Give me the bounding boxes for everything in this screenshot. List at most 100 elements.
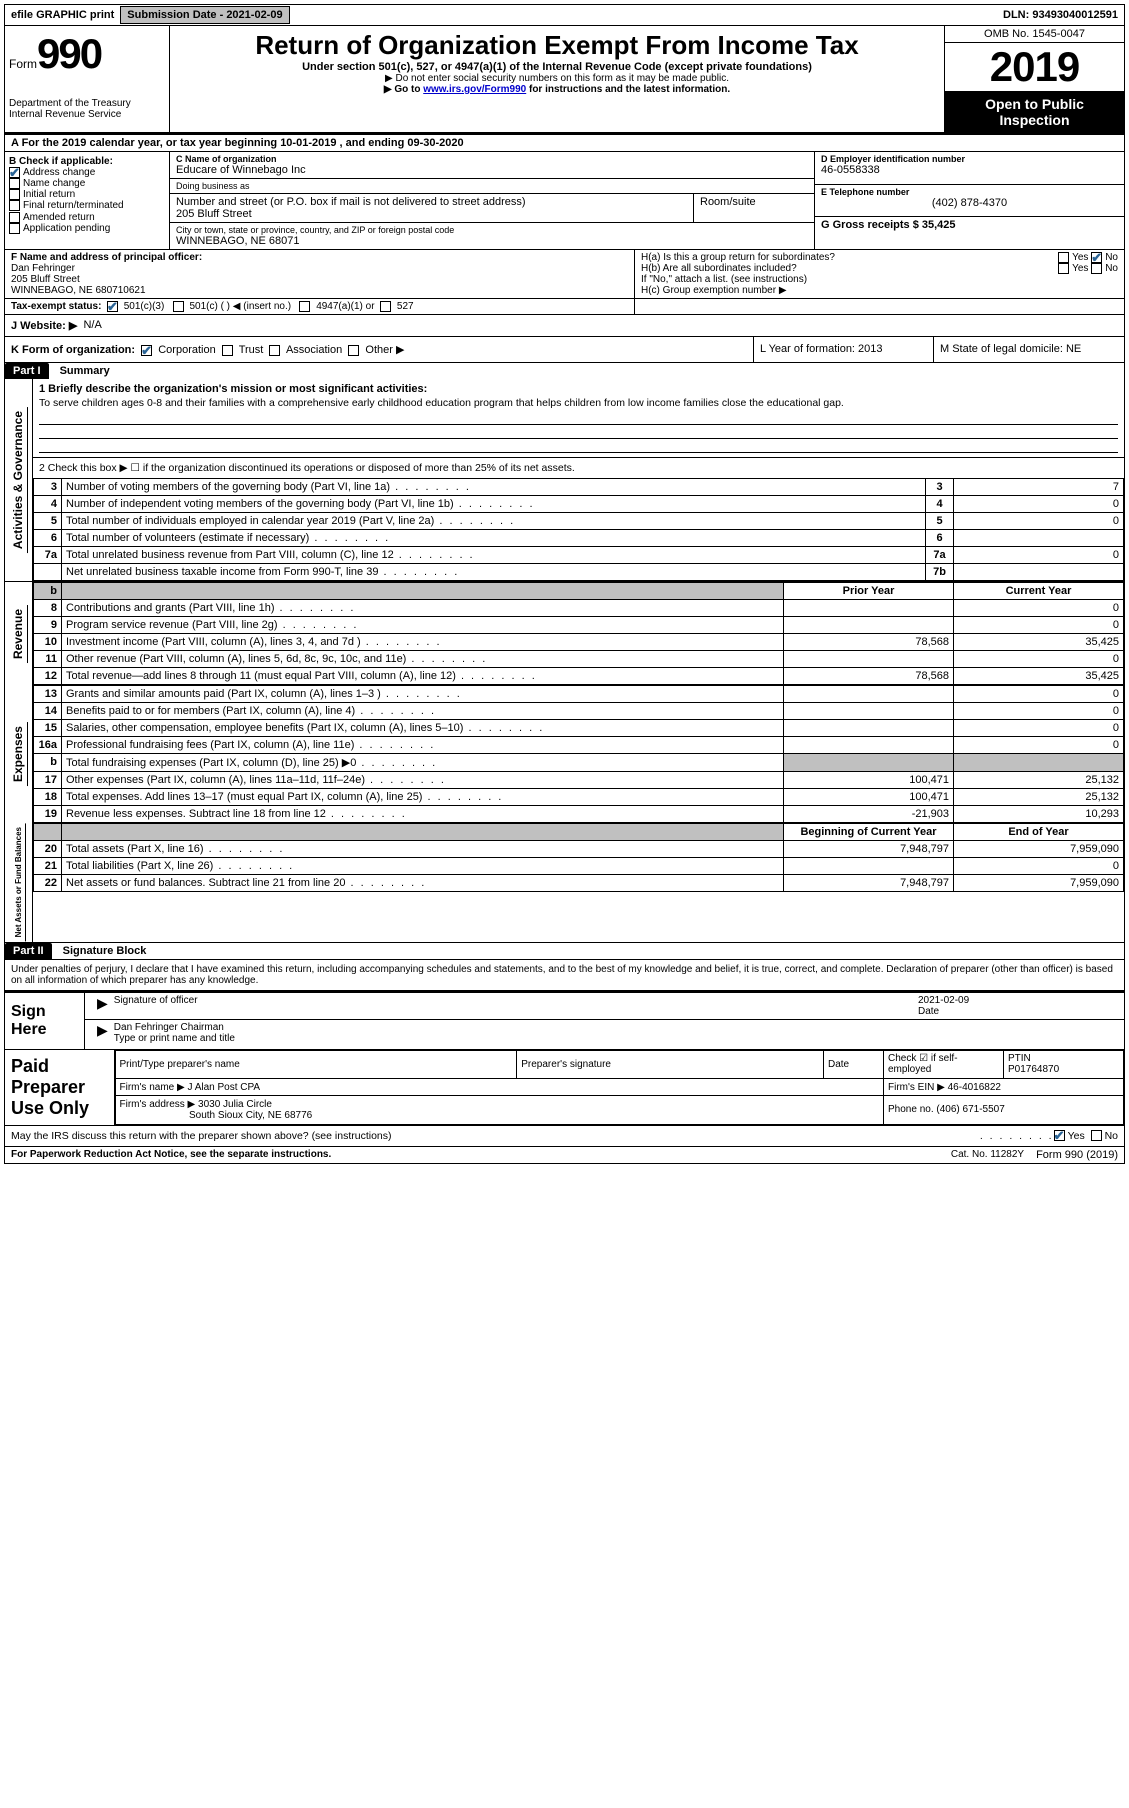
tax-exempt-label: Tax-exempt status: [11,301,101,312]
h-a: H(a) Is this a group return for subordin… [641,252,1058,263]
initial-return-checkbox[interactable] [9,189,20,200]
prep-name-hdr: Print/Type preparer's name [115,1050,517,1079]
efile-label: efile GRAPHIC print [5,9,120,21]
sign-here-block: Sign Here ▶Signature of officer2021-02-0… [4,991,1125,1050]
sig-date: 2021-02-09 [918,995,1118,1006]
501c-checkbox[interactable] [173,301,184,312]
gross-receipts: G Gross receipts $ 35,425 [821,219,1118,231]
sig-officer-label: Signature of officer [114,995,198,1006]
section-b-to-g: B Check if applicable: Address change Na… [4,152,1125,250]
firm-addr2: South Sioux City, NE 68776 [189,1110,312,1121]
form-word: Form [9,57,37,71]
address-change-checkbox[interactable] [9,167,20,178]
netassets-table: Beginning of Current YearEnd of Year20To… [33,823,1124,892]
part2-header: Part II [5,943,52,959]
assoc-checkbox[interactable] [269,345,280,356]
officer-addr1: 205 Bluff Street [11,274,628,285]
form-ref: Form 990 (2019) [1030,1147,1124,1163]
discuss-yes-checkbox[interactable] [1054,1130,1065,1141]
discuss-text: May the IRS discuss this return with the… [11,1130,980,1142]
phone-value: (402) 878-4370 [821,197,1118,209]
revenue-sidebar: Revenue [9,605,28,663]
sig-name: Dan Fehringer Chairman [114,1022,1118,1033]
other-checkbox[interactable] [348,345,359,356]
year-formation: L Year of formation: 2013 [754,337,934,362]
sign-here-label: Sign Here [5,993,85,1049]
city-label: City or town, state or province, country… [176,225,808,235]
activities-governance-block: Activities & Governance 1 Briefly descri… [4,379,1125,581]
subtitle-2: ▶ Do not enter social security numbers o… [174,73,940,84]
discuss-no-checkbox[interactable] [1091,1130,1102,1141]
top-toolbar: efile GRAPHIC print Submission Date - 20… [4,4,1125,26]
hb-no-checkbox[interactable] [1091,263,1102,274]
final-return-checkbox[interactable] [9,200,20,211]
subtitle-1: Under section 501(c), 527, or 4947(a)(1)… [174,61,940,73]
officer-label: F Name and address of principal officer: [11,252,628,263]
hb-yes-checkbox[interactable] [1058,263,1069,274]
4947-checkbox[interactable] [299,301,310,312]
amended-return-checkbox[interactable] [9,212,20,223]
revenue-table: bPrior YearCurrent Year8Contributions an… [33,582,1124,685]
form-number: 990 [37,30,101,77]
paperwork-notice: For Paperwork Reduction Act Notice, see … [5,1147,945,1163]
ha-yes-checkbox[interactable] [1058,252,1069,263]
addr-value: 205 Bluff Street [176,208,687,220]
line-a: A For the 2019 calendar year, or tax yea… [4,135,1125,152]
ptin-value: P01764870 [1008,1064,1119,1075]
column-b: B Check if applicable: Address change Na… [5,152,170,249]
q2-label: 2 Check this box ▶ ☐ if the organization… [33,458,1124,478]
ha-no-checkbox[interactable] [1091,252,1102,263]
firm-addr1: 3030 Julia Circle [198,1099,272,1110]
name-change-checkbox[interactable] [9,178,20,189]
form-header: Form990 Department of the Treasury Inter… [4,26,1125,135]
netassets-block: Net Assets or Fund Balances Beginning of… [4,823,1125,942]
q1-label: 1 Briefly describe the organization's mi… [39,383,1118,395]
officer-addr2: WINNEBAGO, NE 680710621 [11,285,628,296]
dept-treasury: Department of the Treasury [9,98,165,109]
open-inspection: Open to Public Inspection [945,92,1124,132]
firm-name: J Alan Post CPA [187,1082,260,1093]
corp-checkbox[interactable] [141,345,152,356]
expenses-block: Expenses 13Grants and similar amounts pa… [4,685,1125,823]
footer: For Paperwork Reduction Act Notice, see … [4,1147,1125,1164]
officer-name: Dan Fehringer [11,263,628,274]
revenue-block: Revenue bPrior YearCurrent Year8Contribu… [4,581,1125,685]
dln-label: DLN: 93493040012591 [997,9,1124,21]
city-value: WINNEBAGO, NE 68071 [176,235,808,247]
trust-checkbox[interactable] [222,345,233,356]
part1-header: Part I [5,363,49,379]
submission-date-button[interactable]: Submission Date - 2021-02-09 [120,6,289,24]
h-b-note: If "No," attach a list. (see instruction… [641,274,1118,285]
paid-preparer-label: Paid Preparer Use Only [5,1050,115,1125]
activities-sidebar: Activities & Governance [9,407,28,553]
h-c: H(c) Group exemption number ▶ [641,285,1118,296]
prep-sig-hdr: Preparer's signature [517,1050,824,1079]
h-b: H(b) Are all subordinates included? [641,263,1058,274]
sig-date-label: Date [918,1006,1118,1017]
website-value: N/A [83,319,101,332]
form-title: Return of Organization Exempt From Incom… [174,30,940,61]
527-checkbox[interactable] [380,301,391,312]
summary-table: 3Number of voting members of the governi… [33,478,1124,581]
org-name: Educare of Winnebago Inc [176,164,808,176]
tax-year: 2019 [945,43,1124,92]
omb-number: OMB No. 1545-0047 [945,26,1124,43]
application-pending-checkbox[interactable] [9,223,20,234]
firm-ein: 46-4016822 [948,1082,1001,1093]
501c3-checkbox[interactable] [107,301,118,312]
state-domicile: M State of legal domicile: NE [934,337,1124,362]
part1-title: Summary [52,365,110,377]
section-f-h: F Name and address of principal officer:… [4,250,1125,299]
sig-name-label: Type or print name and title [114,1033,1118,1044]
section-i: Tax-exempt status: 501(c)(3) 501(c) ( ) … [4,299,1125,315]
cat-no: Cat. No. 11282Y [945,1147,1030,1163]
irs-label: Internal Revenue Service [9,109,165,120]
firm-phone: (406) 671-5507 [936,1104,1004,1115]
form990-link[interactable]: www.irs.gov/Form990 [423,84,526,95]
prep-date-hdr: Date [824,1050,884,1079]
paid-preparer-block: Paid Preparer Use Only Print/Type prepar… [4,1050,1125,1126]
room-label: Room/suite [700,196,808,208]
dba-label: Doing business as [176,181,808,191]
org-name-label: C Name of organization [176,154,808,164]
form-org-label: K Form of organization: [11,344,135,356]
